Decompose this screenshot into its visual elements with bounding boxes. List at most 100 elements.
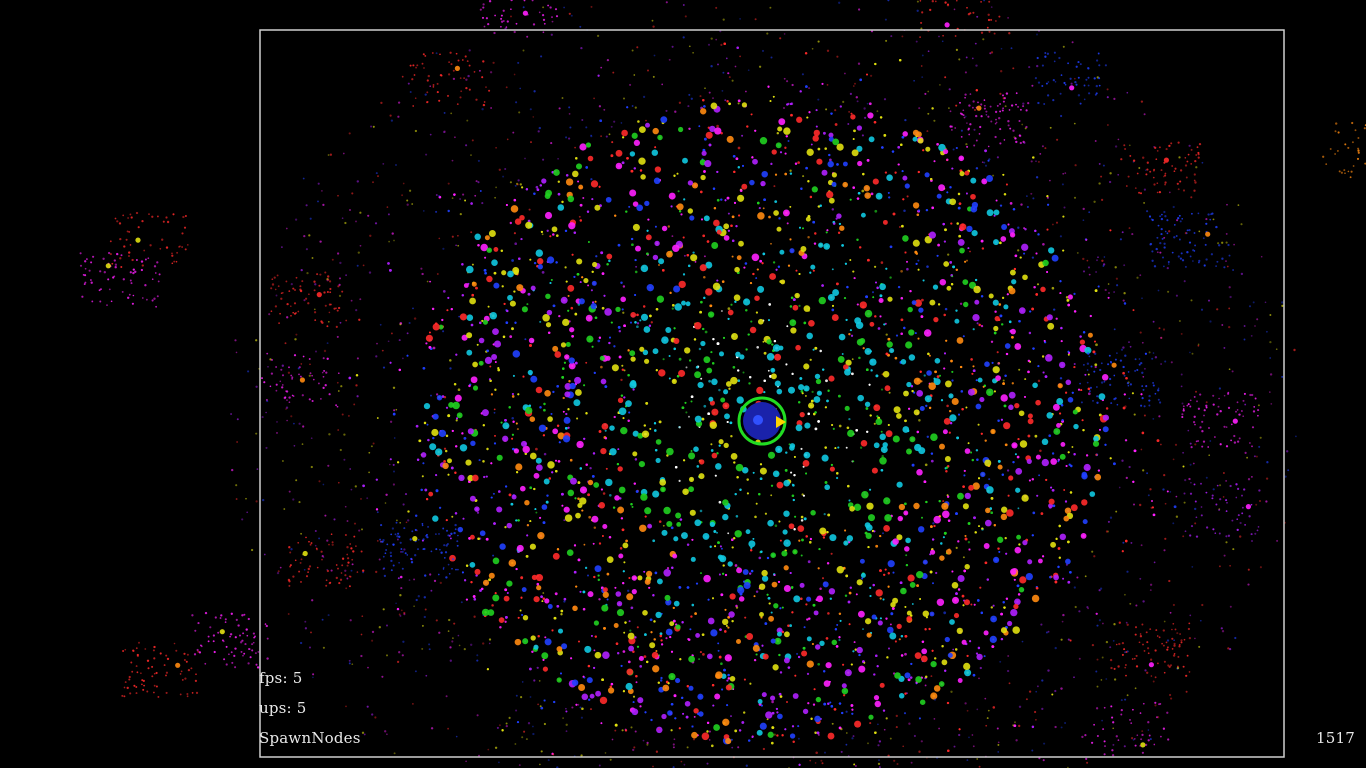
- particle: [581, 276, 584, 279]
- particle: [620, 281, 623, 284]
- particle: [979, 586, 982, 589]
- particle: [958, 728, 961, 731]
- particle: [879, 535, 882, 538]
- particle: [1080, 389, 1083, 392]
- particle: [906, 195, 909, 198]
- particle: [898, 226, 901, 228]
- particle: [1012, 208, 1016, 211]
- particle: [944, 228, 947, 232]
- particle: [962, 485, 965, 488]
- particle: [1058, 524, 1061, 528]
- particle: [476, 511, 480, 514]
- particle: [764, 622, 768, 625]
- particle: [971, 458, 974, 462]
- particle: [1182, 465, 1185, 468]
- particle: [809, 537, 813, 541]
- particle: [716, 279, 719, 282]
- particle: [733, 201, 737, 204]
- particle: [785, 363, 788, 366]
- particle: [600, 722, 603, 725]
- particle: [980, 324, 984, 328]
- particle: [804, 394, 807, 397]
- particle: [770, 494, 773, 497]
- particle: [653, 638, 656, 641]
- particle: [1109, 457, 1112, 460]
- particle: [784, 469, 788, 472]
- particle: [628, 205, 631, 208]
- particle: [716, 170, 719, 173]
- particle: [504, 588, 508, 592]
- particle: [570, 657, 573, 660]
- particle: [1017, 438, 1020, 441]
- particle: [823, 131, 826, 135]
- particle: [770, 741, 774, 745]
- particle: [443, 460, 446, 463]
- particle: [770, 242, 772, 245]
- particle: [621, 364, 624, 367]
- particle: [520, 576, 524, 580]
- particle: [1059, 377, 1063, 380]
- particle: [425, 342, 428, 345]
- particle: [964, 534, 967, 537]
- particle: [773, 185, 776, 188]
- particle: [558, 441, 561, 444]
- particle: [1073, 453, 1076, 456]
- particle: [1099, 428, 1101, 431]
- particle: [570, 306, 574, 310]
- particle: [993, 331, 997, 335]
- particle: [955, 546, 958, 549]
- particle: [851, 708, 854, 711]
- particle: [639, 319, 642, 322]
- particle: [962, 335, 965, 338]
- particle: [940, 542, 943, 545]
- particle: [513, 198, 517, 202]
- particle: [931, 107, 934, 110]
- particle: [1034, 229, 1037, 233]
- particle: [918, 717, 921, 720]
- particle: [698, 125, 701, 128]
- particle: [513, 290, 516, 293]
- particle: [959, 365, 963, 369]
- particle: [984, 439, 987, 442]
- particle: [421, 475, 424, 478]
- particle: [923, 374, 926, 377]
- particle: [441, 318, 444, 322]
- particle: [662, 524, 665, 527]
- particle: [837, 446, 840, 449]
- particle: [1144, 352, 1147, 355]
- particle: [706, 730, 709, 733]
- particle: [509, 221, 512, 225]
- particle: [881, 146, 884, 149]
- particle: [562, 396, 565, 400]
- particle: [704, 330, 708, 334]
- particle: [918, 419, 921, 422]
- particle: [837, 231, 841, 234]
- particle: [1094, 289, 1098, 292]
- particle: [1000, 637, 1004, 641]
- particle: [598, 336, 602, 339]
- particle: [712, 187, 716, 190]
- particle: [763, 391, 766, 394]
- particle: [1002, 379, 1005, 382]
- particle: [445, 434, 449, 438]
- particle: [870, 369, 873, 372]
- particle: [734, 729, 738, 733]
- particle: [471, 263, 474, 266]
- particle: [931, 649, 934, 652]
- particle: [493, 408, 496, 411]
- particle: [813, 242, 817, 245]
- particle: [702, 653, 705, 656]
- particle: [798, 401, 801, 404]
- particle: [791, 586, 794, 589]
- particle: [587, 574, 589, 577]
- particle: [831, 268, 834, 271]
- particle: [585, 463, 588, 467]
- particle: [731, 538, 734, 541]
- particle: [723, 42, 726, 45]
- particle: [879, 294, 883, 298]
- particle: [913, 391, 916, 394]
- particle: [455, 419, 458, 422]
- particle: [678, 426, 681, 429]
